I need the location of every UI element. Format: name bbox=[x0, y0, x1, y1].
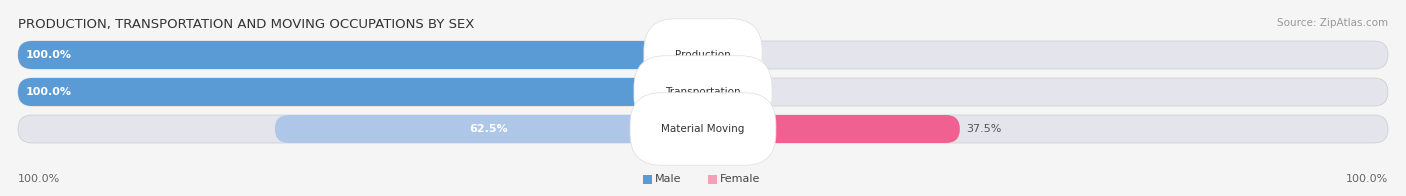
Text: 37.5%: 37.5% bbox=[966, 124, 1001, 134]
Text: Male: Male bbox=[655, 174, 682, 184]
Text: Production: Production bbox=[675, 50, 731, 60]
Text: Material Moving: Material Moving bbox=[661, 124, 745, 134]
Text: Female: Female bbox=[720, 174, 761, 184]
Text: 100.0%: 100.0% bbox=[18, 174, 60, 184]
FancyBboxPatch shape bbox=[18, 41, 1388, 69]
Text: PRODUCTION, TRANSPORTATION AND MOVING OCCUPATIONS BY SEX: PRODUCTION, TRANSPORTATION AND MOVING OC… bbox=[18, 18, 474, 31]
Text: Source: ZipAtlas.com: Source: ZipAtlas.com bbox=[1277, 18, 1388, 28]
Text: 62.5%: 62.5% bbox=[470, 124, 508, 134]
FancyBboxPatch shape bbox=[18, 78, 1388, 106]
Text: 100.0%: 100.0% bbox=[25, 87, 72, 97]
Text: 100.0%: 100.0% bbox=[25, 50, 72, 60]
FancyBboxPatch shape bbox=[18, 78, 703, 106]
FancyBboxPatch shape bbox=[18, 41, 703, 69]
Text: 0.0%: 0.0% bbox=[709, 50, 737, 60]
FancyBboxPatch shape bbox=[643, 175, 652, 184]
FancyBboxPatch shape bbox=[703, 115, 960, 143]
Text: Transportation: Transportation bbox=[665, 87, 741, 97]
Text: 100.0%: 100.0% bbox=[1346, 174, 1388, 184]
FancyBboxPatch shape bbox=[709, 175, 717, 184]
Text: 0.0%: 0.0% bbox=[709, 87, 737, 97]
FancyBboxPatch shape bbox=[276, 115, 703, 143]
FancyBboxPatch shape bbox=[18, 115, 1388, 143]
